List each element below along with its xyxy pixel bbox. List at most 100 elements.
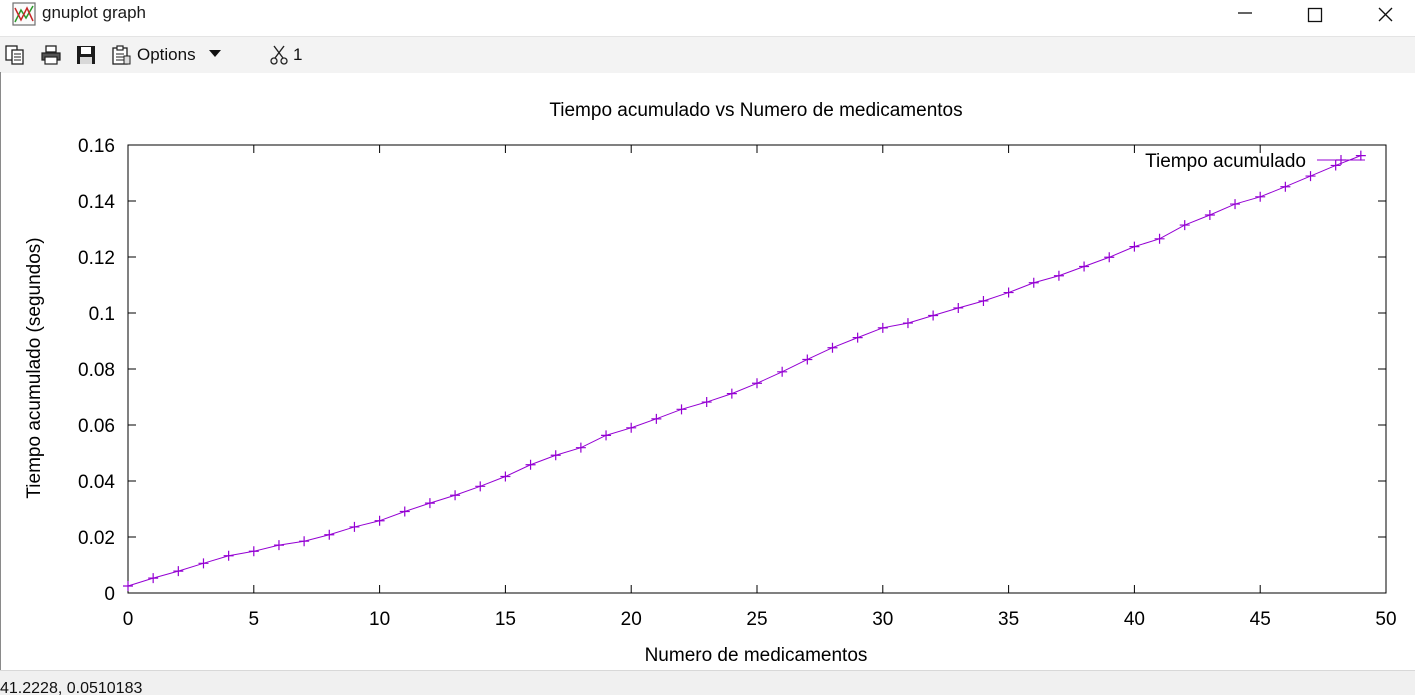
data-point-marker <box>123 581 133 591</box>
data-point-marker <box>701 397 712 408</box>
data-point-marker <box>601 430 612 441</box>
x-axis-ticks: 0 5 10 15 20 25 30 35 40 45 50 <box>123 145 1397 630</box>
data-point-marker <box>1230 199 1241 210</box>
maximize-icon <box>1307 7 1323 23</box>
data-point-marker <box>1003 287 1014 298</box>
series-line <box>127 155 1362 587</box>
data-point-marker <box>500 471 511 482</box>
data-point-marker <box>198 558 209 569</box>
toolbar: Options 1 <box>0 36 1415 73</box>
data-point-marker <box>1154 233 1165 244</box>
close-icon <box>1378 7 1393 22</box>
scissors-icon[interactable] <box>268 44 290 66</box>
data-point-marker <box>1280 181 1291 192</box>
data-point-marker <box>324 529 335 540</box>
maximize-button[interactable] <box>1280 0 1350 30</box>
data-point-marker <box>148 573 159 584</box>
title-bar: gnuplot graph <box>0 0 1415 30</box>
close-button[interactable] <box>1350 0 1415 30</box>
data-point-marker <box>1204 210 1215 220</box>
x-tick-label: 30 <box>872 609 893 630</box>
data-point-marker <box>752 378 762 389</box>
data-point-marker <box>1179 220 1190 231</box>
data-point-marker <box>1305 171 1316 182</box>
legend-label: Tiempo acumulado <box>1145 151 1306 172</box>
options-icon[interactable] <box>110 44 132 66</box>
minimize-button[interactable] <box>1210 0 1280 30</box>
data-point-marker <box>399 506 410 517</box>
legend-marker <box>1336 155 1346 165</box>
data-point-marker <box>928 310 939 321</box>
y-axis-ticks: 0 0.02 0.04 0.06 0.08 0.1 0.12 0.14 0.16 <box>78 136 1386 605</box>
x-tick-label: 10 <box>369 609 390 630</box>
y-axis-label: Tiempo acumulado (segundos) <box>24 237 45 498</box>
chevron-down-icon[interactable] <box>209 50 221 58</box>
x-tick-label: 20 <box>621 609 642 630</box>
x-tick-label: 40 <box>1124 609 1145 630</box>
window-border <box>0 72 1 670</box>
data-point-marker <box>173 566 184 577</box>
y-tick-label: 0.02 <box>78 528 115 549</box>
data-point-marker <box>1028 277 1039 288</box>
data-point-marker <box>374 515 385 526</box>
data-point-marker <box>651 413 662 424</box>
series-layer <box>123 150 1366 591</box>
data-point-marker <box>827 342 838 353</box>
print-icon[interactable] <box>40 44 62 66</box>
data-point-marker <box>349 521 360 532</box>
x-tick-label: 25 <box>746 609 767 630</box>
data-point-marker <box>223 550 234 561</box>
cursor-coordinates: 41.2228, 0.0510183 <box>0 680 143 697</box>
plot-area: Tiempo acumulado vs Numero de medicament… <box>24 100 1397 666</box>
chart-title: Tiempo acumulado vs Numero de medicament… <box>549 100 962 121</box>
minimize-icon <box>1238 12 1252 14</box>
data-point-marker <box>1255 191 1266 202</box>
data-point-marker <box>978 295 989 306</box>
data-point-marker <box>802 354 813 365</box>
plot-frame <box>127 144 1387 594</box>
data-point-marker <box>1355 150 1366 161</box>
data-point-marker <box>626 422 637 433</box>
x-tick-label: 45 <box>1250 609 1271 630</box>
data-point-marker <box>852 332 863 343</box>
data-point-marker <box>575 442 586 453</box>
x-tick-label: 35 <box>998 609 1019 630</box>
data-point-marker <box>953 302 964 313</box>
status-bar: 41.2228, 0.0510183 <box>0 670 1415 697</box>
copy-icon[interactable] <box>4 44 26 66</box>
data-point-marker <box>550 450 561 461</box>
data-point-marker <box>273 540 284 551</box>
options-menu-button[interactable]: Options <box>137 45 196 64</box>
y-tick-label: 0 <box>104 584 115 605</box>
y-tick-label: 0.16 <box>78 136 115 157</box>
data-point-marker <box>777 366 788 377</box>
y-tick-label: 0.08 <box>78 360 115 381</box>
graph-icon <box>12 2 36 26</box>
data-point-marker <box>1053 270 1064 281</box>
y-tick-label: 0.04 <box>78 472 115 493</box>
data-point-marker <box>902 318 913 329</box>
data-point-marker <box>1104 252 1115 263</box>
x-tick-label: 15 <box>495 609 516 630</box>
x-tick-label: 0 <box>123 609 134 630</box>
data-point-marker <box>299 536 310 547</box>
plot-number[interactable]: 1 <box>293 45 303 64</box>
data-point-marker <box>475 481 486 492</box>
y-tick-label: 0.1 <box>89 304 115 325</box>
data-point-marker <box>450 490 461 501</box>
y-tick-label: 0.12 <box>78 248 115 269</box>
data-point-marker <box>676 404 687 415</box>
y-tick-label: 0.06 <box>78 416 115 437</box>
x-tick-label: 50 <box>1375 609 1396 630</box>
save-icon[interactable] <box>75 44 97 66</box>
data-point-marker <box>248 546 259 557</box>
x-axis-label: Numero de medicamentos <box>645 645 868 666</box>
data-point-marker <box>525 459 536 470</box>
window-title: gnuplot graph <box>42 3 146 22</box>
x-tick-label: 5 <box>249 609 260 630</box>
data-point-marker <box>877 322 888 333</box>
data-point-marker <box>424 498 435 509</box>
data-point-marker <box>1079 261 1090 272</box>
data-point-marker <box>1129 241 1140 252</box>
data-point-marker <box>726 388 737 399</box>
